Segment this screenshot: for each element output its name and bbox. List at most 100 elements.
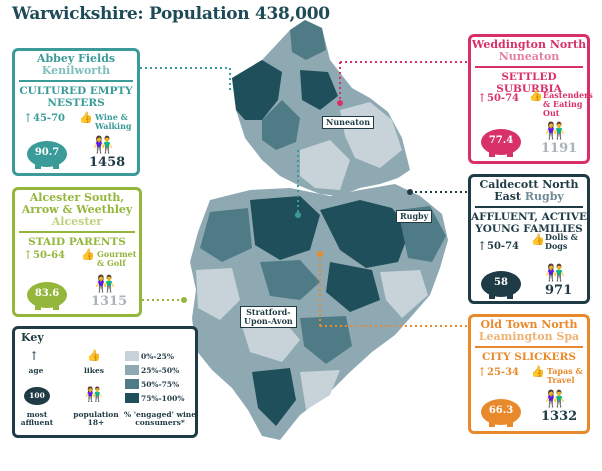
weddington-likes-line2: & Eating [543,99,583,109]
map-south-dark-4 [200,208,252,262]
caldecott-name-line2: East Rugby [471,191,587,203]
people-icon: 👫 [85,387,103,403]
piggy-bank-icon [481,129,521,157]
key-age: age [28,366,44,375]
alcester-index: 83.6 [34,288,60,299]
oldtown-likes-line1: Tapas & [547,366,583,376]
age-icon: ↑ [477,239,488,253]
alcester-name-line1: Alcester South, [29,191,125,204]
oldtown-name: Old Town North [480,318,578,331]
piggy-bank-icon [481,271,521,299]
divider [475,66,583,68]
map-south-dark-2 [320,200,410,268]
weddington-likes-line1: Eastenders [543,90,593,100]
key-range1: 0%-25% [141,352,175,361]
map-south-dark-1 [250,196,320,260]
town-label-rugby: Rugby [396,210,433,223]
alcester-likes-line2: & Golf [97,258,126,268]
caldecott-likes-line1: Dolls & [545,232,578,242]
map-north-light-2 [300,140,350,190]
divider [475,346,583,348]
caldecott-name-line1: Caldecott North [479,178,579,191]
map-south-dark-8 [252,368,296,426]
caldecott-east: East [494,190,522,203]
age-icon: ↑ [477,91,488,105]
likes-icon: 👍 [531,233,545,246]
map-north-dark-2 [262,100,300,150]
divider [19,80,133,82]
alcester-likes: Gourmet & Golf [97,250,136,268]
piggy-bank-icon [24,387,50,405]
caldecott-town: Rugby [524,190,564,203]
likes-icon: 👍 [79,111,93,124]
key-range2: 25%-50% [141,366,180,375]
map-south-dark-6 [326,262,380,312]
caldecott-index: 58 [494,277,508,288]
stratford-line2: Upon-Avon [244,316,293,326]
caldecott-likes: Dolls & Dogs [545,233,578,251]
alcester-age: 50-64 [33,250,65,261]
age-icon: ↑ [29,349,40,363]
people-icon: 👫 [545,263,565,282]
weddington-segment: SETTLED SUBURBIA [496,71,562,95]
alcester-population: 1315 [91,294,128,309]
weddington-age: 50-74 [487,93,519,104]
age-icon: ↑ [23,111,34,125]
abbey-marker [295,212,301,218]
oldtown-marker [317,251,323,257]
abbey-likes-line1: Wine & [95,112,128,122]
caldecott-likes-line2: Dogs [545,241,568,251]
oldtown-age: 25-34 [487,367,519,378]
weddington-town: Nuneaton [498,50,560,63]
oldtown-segment: CITY SLICKERS [482,351,576,363]
likes-icon: 👍 [531,365,545,378]
divider [19,231,135,233]
legend-key: Key ↑ age 👍 likes 100 most affluent 👫 po… [12,326,198,438]
map-south-light-1 [196,268,240,320]
key-range4: 75%-100% [141,394,185,403]
oldtown-likes: Tapas & Travel [547,367,583,385]
key-pop-line1: population [73,410,119,419]
town-label-stratford: Stratford- Upon-Avon [240,306,297,328]
alcester-name-line2: Arrow & Weethley [21,203,133,216]
map-south-dark-7 [300,316,352,364]
map-south-dark-5 [260,260,320,300]
age-icon: ↑ [23,248,34,262]
people-icon: 👫 [545,121,565,140]
key-title: Key [21,331,44,344]
map-south-light-2 [380,270,428,318]
map-north-dark-3 [290,20,326,60]
abbey-likes: Wine & Walking [95,113,132,131]
key-pig-value: 100 [29,391,45,400]
key-most-line1: most [26,410,48,419]
swatch-25-50 [125,365,139,375]
page-title: Warwickshire: Population 438,000 [12,4,330,24]
caldecott-segment-line1: AFFLUENT, ACTIVE [471,211,587,223]
map-north-dark-1 [232,60,282,120]
weddington-likes-line3: Out [543,108,560,118]
piggy-bank-icon [27,141,67,169]
weddington-likes: Eastenders & Eating Out [543,91,593,118]
caldecott-population: 971 [545,283,573,298]
piggy-bank-icon [481,399,521,427]
weddington-card: Weddington North Nuneaton SETTLED SUBURB… [468,34,593,164]
alcester-segment: STAID PARENTS [28,236,126,248]
caldecott-card: Caldecott North East Rugby AFFLUENT, ACT… [468,174,590,304]
likes-icon: 👍 [529,89,543,102]
alcester-likes-line1: Gourmet [97,249,137,259]
caldecott-age: 50-74 [487,241,519,252]
swatch-50-75 [125,379,139,389]
oldtown-card: Old Town North Leamington Spa CITY SLICK… [468,314,590,434]
caldecott-marker [407,189,413,195]
alcester-marker [181,297,187,303]
piggy-bank-icon [27,282,67,310]
alcester-town: Alcester [51,215,103,228]
town-label-nuneaton: Nuneaton [322,116,375,129]
map-south-light-4 [300,370,340,410]
oldtown-town: Leamington Spa [478,330,580,343]
weddington-index: 77.4 [488,135,514,146]
alcester-card: Alcester South, Arrow & Weethley Alceste… [12,187,142,317]
key-most-line2: affluent [20,418,54,427]
stratford-line1: Stratford- [246,307,291,317]
